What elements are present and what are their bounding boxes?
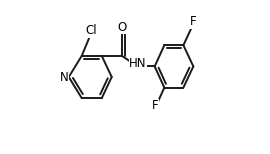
- Text: N: N: [60, 71, 69, 83]
- Text: O: O: [117, 21, 126, 34]
- Text: F: F: [152, 99, 158, 112]
- Text: F: F: [190, 15, 196, 28]
- Text: HN: HN: [129, 57, 147, 70]
- Text: Cl: Cl: [85, 24, 97, 37]
